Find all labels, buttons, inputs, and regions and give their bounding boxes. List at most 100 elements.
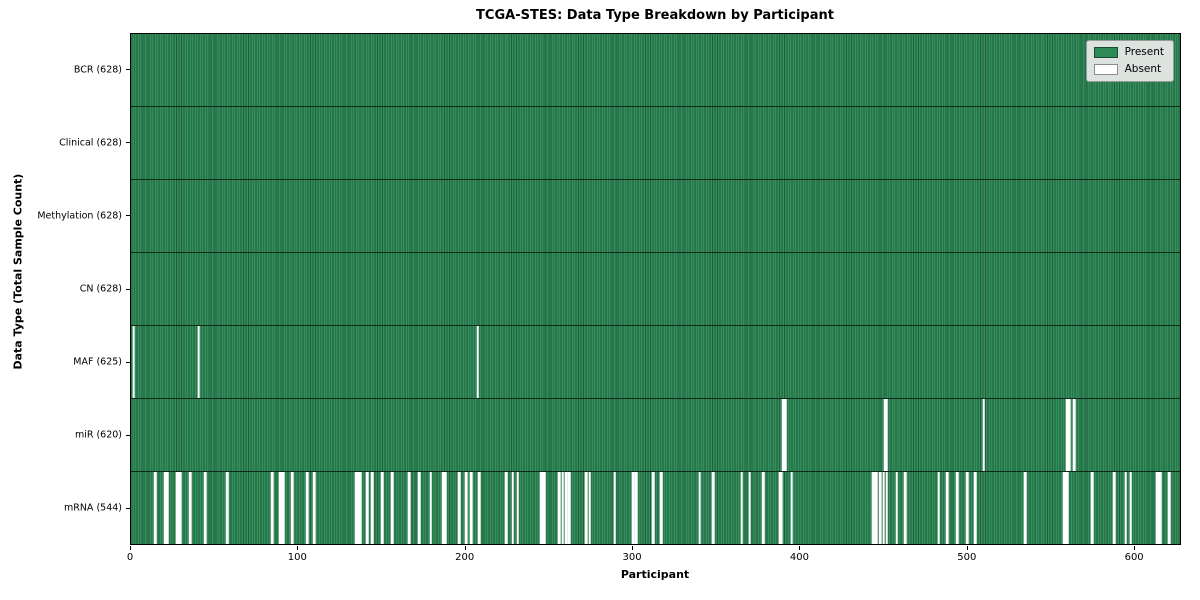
absent-stripe [305,472,309,544]
y-tick-label: BCR (628) [73,64,122,76]
absent-stripe [1157,472,1161,544]
row-BCR [131,34,1180,107]
x-axis-label: Participant [620,568,690,581]
absent-stripe [357,472,361,544]
absent-stripe [631,472,635,544]
absent-stripe [1065,399,1069,471]
plot-area: Present Absent [130,33,1181,545]
row-miR [131,399,1180,472]
absent-stripe [511,472,514,544]
absent-stripe [225,472,229,544]
absent-stripe [356,472,359,544]
absent-stripe [1062,472,1066,544]
absent-stripe [1156,472,1159,544]
absent-stripe [279,472,282,544]
y-tick-mark [125,288,130,290]
row-Methylation [131,180,1180,253]
absent-stripe [783,399,787,471]
absent-stripe [1167,472,1171,544]
x-tick-mark [799,545,801,550]
y-tick-mark [125,215,130,217]
absent-stripe [781,399,785,471]
absent-stripe [464,472,468,544]
legend-item-present: Present [1093,46,1164,58]
absent-stripe [875,472,879,544]
absent-stripe [132,326,135,398]
y-tick-label: miR (620) [74,429,122,441]
absent-stripe [442,472,446,544]
absent-stripe [282,472,286,544]
absent-stripe [558,472,561,544]
absent-stripe [895,472,899,544]
row-CN [131,253,1180,326]
absent-stripe [1124,472,1127,544]
x-tick-label: 300 [622,552,642,563]
absent-stripe [178,472,182,544]
absent-stripe [270,472,274,544]
absent-stripe [937,472,940,544]
absent-stripe [359,472,362,544]
x-tick-label: 500 [957,552,977,563]
absent-stripe [175,472,179,544]
y-tick-label: MAF (625) [73,356,122,368]
absent-stripe [965,472,969,544]
row-Clinical [131,107,1180,180]
y-tick-mark [125,361,130,363]
absent-stripe [584,472,588,544]
absent-stripe [568,472,571,544]
x-tick-mark [632,545,634,550]
absent-stripe [543,472,546,544]
legend-label-present: Present [1124,46,1164,58]
absent-stripe [1065,472,1069,544]
absent-stripe [477,472,481,544]
y-tick-label: Clinical (628) [59,137,122,149]
row-MAF [131,326,1180,399]
absent-stripe [564,472,568,544]
absent-stripe [429,472,433,544]
absent-stripe [177,472,180,544]
absent-stripe [790,472,793,544]
absent-stripe [761,472,765,544]
absent-stripe [982,399,986,471]
absent-stripe [711,472,715,544]
x-tick-mark [464,545,466,550]
absent-stripe [748,472,752,544]
absent-stripe [371,472,374,544]
absent-stripe [354,472,357,544]
absent-stripe [441,472,444,544]
absent-stripe [163,472,167,544]
absent-stripe [974,472,977,544]
x-tick-label: 600 [1124,552,1144,563]
absent-stripe [504,472,508,544]
absent-stripe [872,472,875,544]
absent-stripe [903,472,907,544]
absent-stripe [1064,472,1067,544]
absent-stripe [740,472,743,544]
absent-stripe [945,472,949,544]
absent-stripe [873,472,877,544]
legend-label-absent: Absent [1124,63,1162,75]
absent-stripe [878,472,882,544]
absent-stripe [366,472,369,544]
absent-stripe [469,472,473,544]
x-tick-label: 0 [126,552,134,563]
absent-stripe [165,472,169,544]
x-tick-mark [297,545,299,550]
absent-stripe [417,472,421,544]
x-tick-label: 400 [789,552,809,563]
absent-stripe [444,472,448,544]
absent-stripe [882,472,885,544]
absent-stripe [197,326,200,398]
absent-stripe [280,472,284,544]
absent-swatch-icon [1093,64,1118,75]
absent-stripe [312,472,316,544]
absent-stripe [634,472,638,544]
absent-stripe [885,472,889,544]
x-tick-mark [130,545,131,550]
y-tick-mark [125,69,130,71]
absent-stripe [1067,399,1071,471]
absent-stripe [955,472,959,544]
y-tick-label: CN (628) [79,283,122,295]
absent-stripe [391,472,394,544]
